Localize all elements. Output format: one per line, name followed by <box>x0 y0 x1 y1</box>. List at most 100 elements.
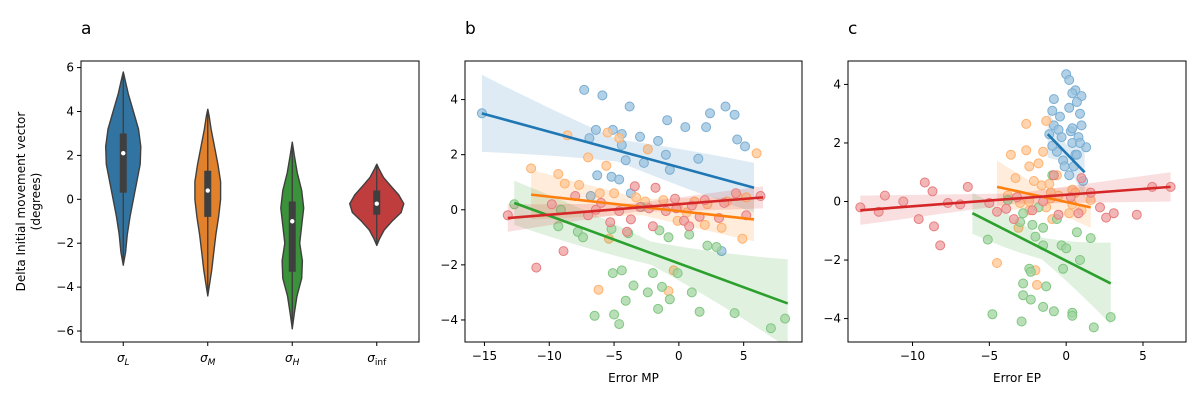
panel-c-series-4-point <box>992 206 1002 217</box>
panel-c-series-4-point <box>1048 170 1059 181</box>
panel-b-series-2-point <box>614 133 625 144</box>
panel-c-series-3-point <box>1088 322 1099 333</box>
panel-b-xlabel: Error MP <box>608 371 659 385</box>
panel-b-series-3-point <box>614 319 625 330</box>
panel-b-series-1-point <box>720 101 731 112</box>
panel-c-series-4-point <box>1027 205 1038 216</box>
panel-c-ytick-label: −2 <box>823 253 841 267</box>
panel-b-series-4-point <box>546 199 557 210</box>
panel-b-series-1-point <box>732 134 743 145</box>
panel-b-ytick-label: 2 <box>450 148 458 162</box>
panel-b-series-3-point <box>694 306 705 317</box>
panel-b-series-2-point <box>631 192 642 203</box>
panel-c-series-3-point <box>1105 312 1116 323</box>
panel-c-xlabel: Error EP <box>993 371 1041 385</box>
panel-b-series-2-point <box>751 148 762 159</box>
panel-c-series-3-point <box>1067 310 1078 321</box>
panel-c-series-3-point <box>1071 227 1082 238</box>
panel-a-ytick-label: −6 <box>56 324 74 338</box>
panel-b-series-1-point <box>740 141 750 152</box>
violin-4-median <box>374 201 379 206</box>
panel-c-series-4-point <box>919 177 930 188</box>
panel-c-series-4-fit-line <box>860 185 1171 212</box>
panel-c-series-1-point <box>1071 149 1082 160</box>
panel-a-violin-chart: σL σM σH σinf −6 −4 −2 0 2 4 6 a Delta Initial movem… <box>14 19 420 368</box>
panel-b-axes-frame <box>464 60 803 343</box>
panel-c-xtick-label: −10 <box>900 349 925 363</box>
violin-2-iqr-box <box>204 170 212 217</box>
panel-c-series-3-point <box>1025 294 1036 305</box>
panel-c-series-4-point <box>929 221 939 232</box>
panel-c-ytick-label: −4 <box>823 312 841 326</box>
panel-c-xtick-label: 0 <box>1062 349 1070 363</box>
panel-b-series-1-point <box>693 153 704 164</box>
panel-b-series-3-point <box>607 268 618 279</box>
panel-b-series-1-point <box>680 122 691 133</box>
panel-c-series-1-point <box>1067 123 1078 134</box>
panel-b-series-4-point <box>684 221 695 232</box>
panel-c-series-4-point <box>927 186 938 197</box>
panel-b-ytick-label: 0 <box>450 203 458 217</box>
panel-c-series-2-point <box>1024 161 1035 172</box>
violin-1-iqr-box <box>119 133 127 193</box>
panel-c-series-4-point <box>1108 208 1119 219</box>
panel-c-series-4-point <box>1101 212 1112 223</box>
panel-c-series-1-point <box>1064 75 1075 85</box>
panel-b-series-4-point <box>650 182 661 193</box>
panel-c-series-2-point <box>1041 116 1052 126</box>
panel-b-ytick-label: 4 <box>450 93 458 107</box>
panel-b-series-2-point <box>642 144 653 155</box>
panel-a-ytick-label: 0 <box>66 192 74 206</box>
panel-c-ytick-label: 4 <box>833 77 841 91</box>
panel-b-series-3-point <box>616 265 627 276</box>
panel-b-xtick-label: −15 <box>472 349 497 363</box>
panel-b-series-1-point <box>592 170 603 181</box>
panel-c-plot-area <box>855 69 1176 333</box>
panel-c-series-1-point <box>1071 97 1082 107</box>
panel-b-series-1-point <box>705 108 715 119</box>
panel-b-series-2-point <box>601 160 612 171</box>
panel-a-ytick-label: −2 <box>56 236 74 250</box>
panel-c-series-4-point <box>1095 202 1105 213</box>
panel-c-series-2-point <box>1021 145 1032 156</box>
panel-c-series-4-point <box>1053 209 1064 220</box>
panel-c-series-1-point <box>1059 161 1070 172</box>
panel-b-series-1-point <box>662 115 673 126</box>
panel-b-series-1-point <box>620 155 631 166</box>
panel-b-series-2-point <box>553 169 564 179</box>
panel-c-series-3-point <box>1038 301 1049 312</box>
panel-c-label: c <box>848 19 857 39</box>
panel-b-series-1-point <box>729 109 740 120</box>
panel-b-series-1-point <box>635 131 645 142</box>
panel-c-series-4-point <box>1131 209 1142 220</box>
panel-c-series-3-fit-line <box>971 212 1112 285</box>
panel-a-ytick-label: 4 <box>66 104 74 118</box>
panel-c-series-1-point <box>1075 138 1085 148</box>
panel-b-series-1-fit-line <box>481 112 755 189</box>
panel-a-ylabel: Delta Initial movement vector <box>14 112 28 292</box>
panel-b-series-2-point <box>559 178 570 189</box>
panel-b-series-2-point <box>609 188 620 199</box>
panel-b-ytick-label: −4 <box>440 313 458 327</box>
panel-c-series-3-point <box>1038 222 1049 233</box>
panel-c-series-4-point <box>898 196 909 207</box>
panel-b-xtick-label: −10 <box>537 349 562 363</box>
panel-c-series-2-point <box>1033 158 1044 169</box>
panel-b-series-3-point <box>647 268 658 279</box>
panel-b-series-4-point <box>622 226 632 237</box>
panel-c-series-2-point <box>1005 149 1016 160</box>
panel-c-ytick-label: 0 <box>833 195 841 209</box>
panel-c-xtick-label: 5 <box>1139 349 1147 363</box>
panel-c-series-1-fit-line <box>1046 133 1086 174</box>
panel-c-series-2-point <box>992 258 1002 268</box>
panel-c-series-3-ci-band <box>972 192 1111 325</box>
panel-b-series-3-point <box>765 323 776 334</box>
panel-b-series-2-point <box>583 152 594 163</box>
panel-b-series-1-point <box>614 174 625 185</box>
panel-a-ylabel-units: (degrees) <box>29 173 43 231</box>
panel-b-series-3-point <box>780 313 791 324</box>
panel-a-xtick-label: σinf <box>367 351 387 368</box>
panel-b-series-3-point <box>664 294 675 305</box>
panel-b-series-3-point <box>620 295 631 306</box>
panel-c-series-4-point <box>1001 203 1012 214</box>
